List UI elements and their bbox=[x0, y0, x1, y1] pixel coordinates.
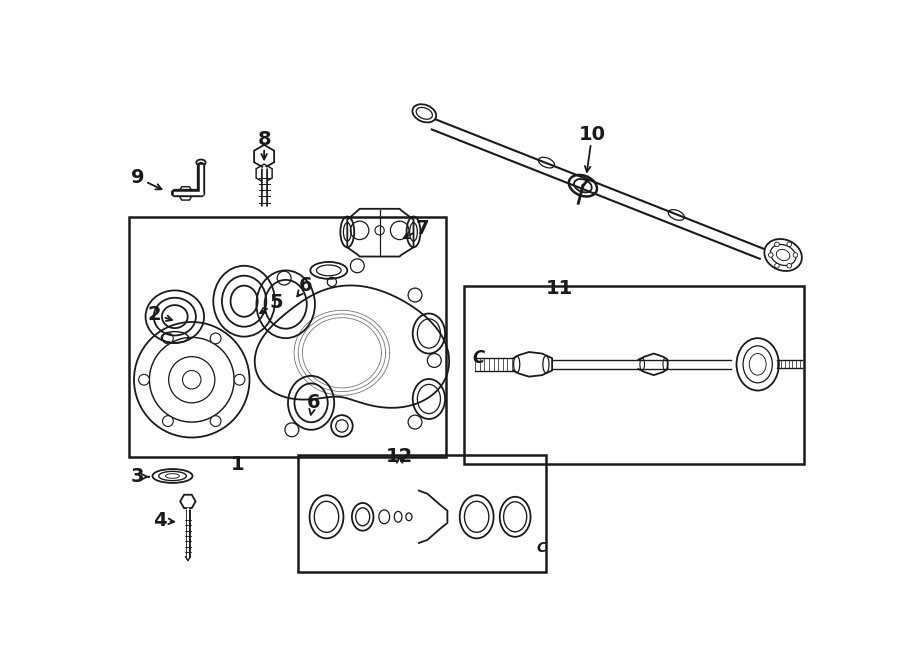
Circle shape bbox=[211, 416, 221, 426]
Circle shape bbox=[163, 333, 174, 344]
Text: 5: 5 bbox=[270, 293, 284, 312]
Text: 1: 1 bbox=[231, 455, 245, 474]
Bar bbox=[464, 286, 804, 465]
Text: 3: 3 bbox=[131, 467, 145, 487]
Text: 9: 9 bbox=[131, 169, 145, 187]
Circle shape bbox=[775, 263, 779, 268]
Circle shape bbox=[139, 374, 149, 385]
Text: 6: 6 bbox=[307, 393, 320, 412]
Text: 6: 6 bbox=[299, 276, 312, 295]
Text: 10: 10 bbox=[579, 125, 606, 144]
Circle shape bbox=[787, 242, 792, 247]
Circle shape bbox=[211, 333, 221, 344]
Text: 11: 11 bbox=[546, 279, 573, 299]
Text: 2: 2 bbox=[148, 305, 162, 324]
Text: 12: 12 bbox=[386, 448, 413, 466]
Circle shape bbox=[775, 242, 779, 247]
Circle shape bbox=[793, 253, 797, 258]
Bar bbox=[129, 216, 445, 457]
Circle shape bbox=[234, 374, 245, 385]
Text: 8: 8 bbox=[257, 130, 271, 149]
Text: 4: 4 bbox=[153, 511, 166, 530]
Text: C: C bbox=[472, 349, 484, 367]
Circle shape bbox=[769, 253, 773, 258]
Circle shape bbox=[787, 263, 792, 268]
Bar bbox=[298, 455, 546, 572]
Text: 7: 7 bbox=[416, 218, 429, 238]
Text: C: C bbox=[536, 542, 547, 555]
Circle shape bbox=[163, 416, 174, 426]
